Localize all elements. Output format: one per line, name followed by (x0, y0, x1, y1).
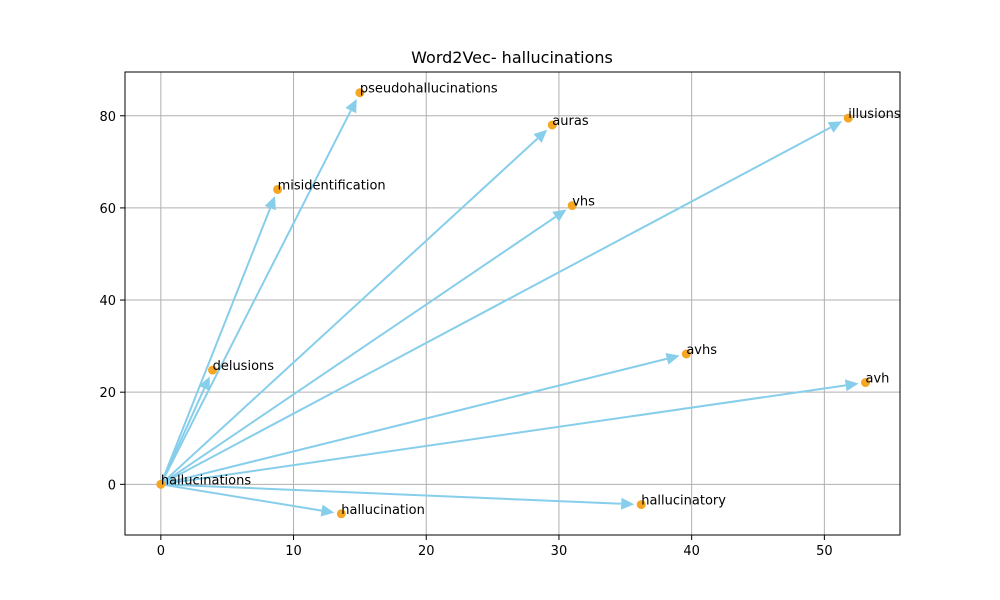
arrow-line (160, 126, 832, 486)
arrow-head (345, 98, 357, 114)
data-point (156, 479, 166, 489)
arrow-line (160, 137, 539, 486)
arrow-line (159, 110, 352, 485)
axes-frame (124, 71, 901, 536)
arrow-line (160, 483, 622, 505)
data-point (336, 509, 346, 519)
arrow-line (160, 384, 846, 486)
chart-title: Word2Vec- hallucinations (411, 48, 613, 67)
word-labels: hallucinations pseudohallucinations auras i… (161, 82, 901, 518)
data-point (547, 120, 557, 130)
x-tick-label: 20 (418, 544, 435, 559)
data-point (208, 365, 218, 375)
point-series (156, 88, 870, 519)
arrow-head (620, 497, 635, 510)
word-label: avh (865, 372, 889, 387)
arrow-head (533, 129, 548, 143)
word-label: hallucinations (161, 473, 252, 488)
word-label: hallucinatory (641, 494, 726, 509)
data-point (681, 349, 691, 359)
grid-lines (125, 72, 900, 535)
arrow-line (159, 207, 272, 485)
x-tick-label: 30 (551, 544, 568, 559)
y-tick-label: 80 (99, 110, 116, 125)
word-label: pseudohallucinations (360, 82, 498, 97)
arrow-series (159, 98, 859, 517)
arrow-line (160, 357, 668, 486)
arrow-head (198, 376, 210, 391)
data-point (273, 184, 283, 194)
arrow-head (844, 379, 859, 392)
x-tick-label: 40 (683, 544, 700, 559)
x-tick-label: 0 (157, 544, 165, 559)
arrow-line (159, 387, 206, 485)
data-point (843, 113, 853, 123)
arrow-head (320, 504, 335, 517)
arrow-line (160, 215, 557, 486)
arrow-head (552, 209, 567, 222)
data-point (355, 88, 365, 98)
x-tick-label: 50 (816, 544, 833, 559)
y-tick-label: 40 (99, 294, 116, 309)
data-point (567, 201, 577, 211)
word-label: auras (552, 114, 589, 129)
data-point (860, 378, 870, 388)
data-point (636, 500, 646, 510)
axis-ticks: 0 10 20 30 40 50 0 20 40 60 80 (99, 110, 832, 559)
arrow-head (264, 195, 276, 211)
word-label: vhs (572, 195, 595, 210)
y-tick-label: 60 (99, 202, 116, 217)
word-label: delusions (213, 359, 275, 374)
arrow-head (827, 121, 843, 133)
arrow-head (665, 352, 680, 365)
word-label: misidentification (278, 178, 386, 193)
arrow-line (160, 483, 322, 512)
word-label: illusions (848, 107, 901, 122)
word-label: avhs (686, 343, 717, 358)
y-tick-label: 20 (99, 386, 116, 401)
y-tick-label: 0 (108, 478, 116, 493)
x-tick-label: 10 (285, 544, 302, 559)
word-label: hallucination (341, 503, 425, 518)
